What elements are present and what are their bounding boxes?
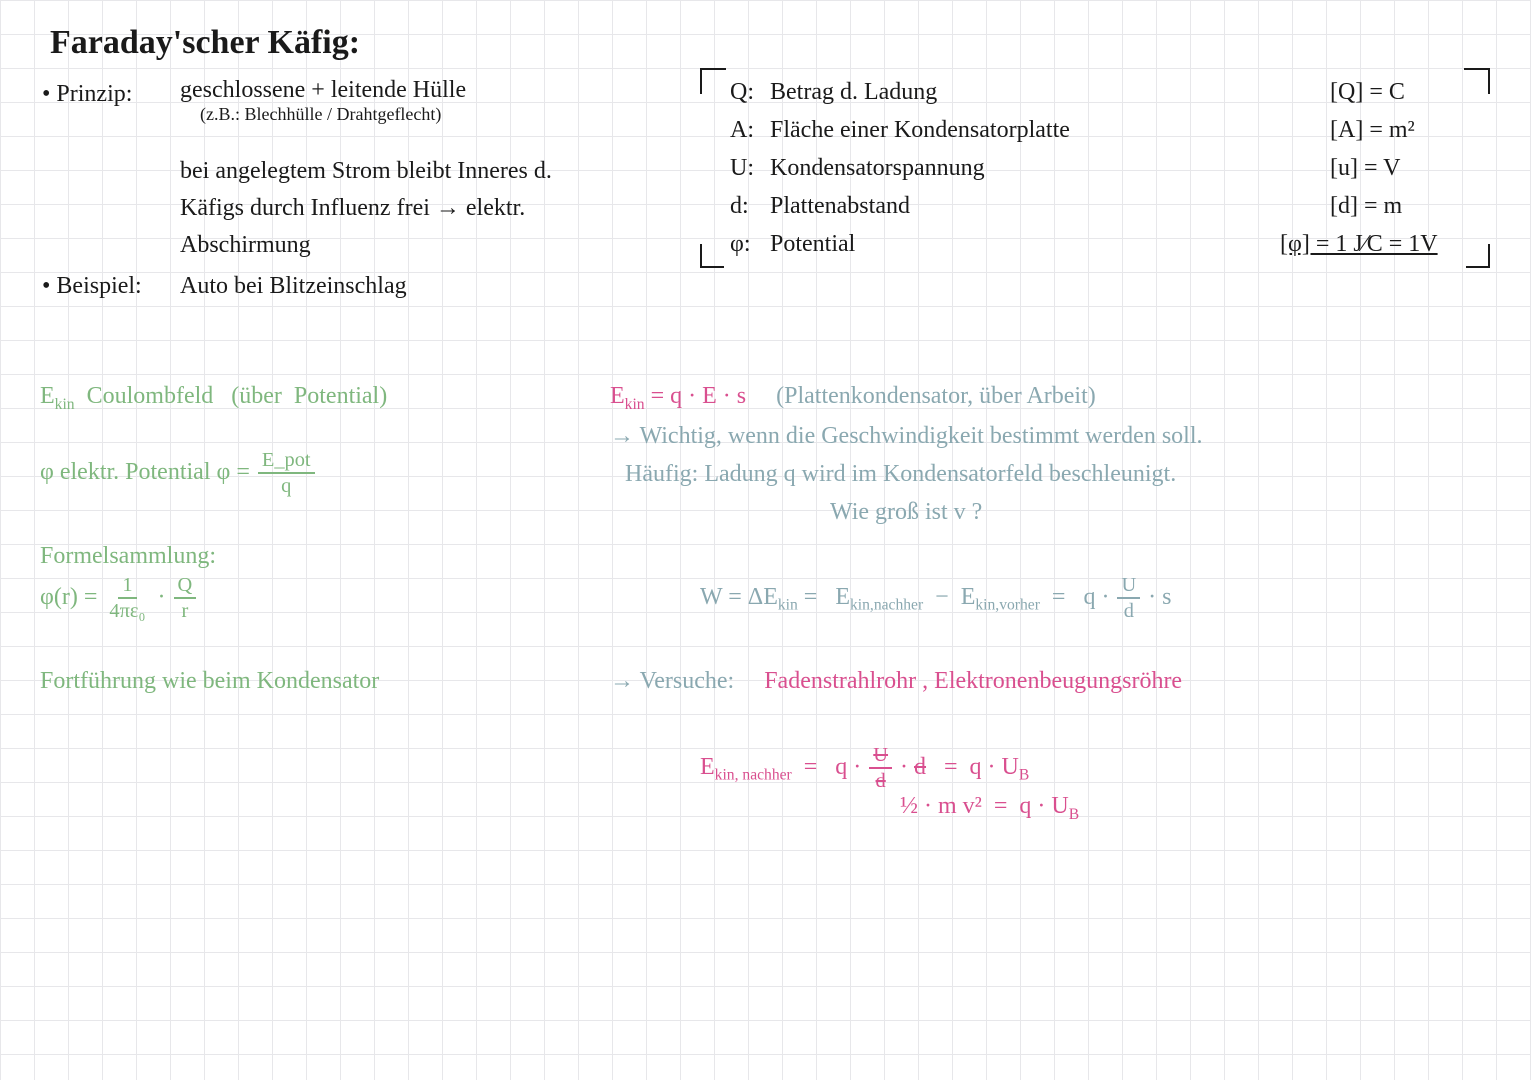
legend-sym-2: U: bbox=[730, 152, 754, 184]
green-line-1: Ekin Coulombfeld (über Potential) bbox=[40, 380, 387, 415]
num: 1 bbox=[118, 575, 136, 599]
d-strike: d bbox=[914, 754, 926, 780]
blue-line-2: Häufig: Ladung q wird im Kondensatorfeld… bbox=[625, 458, 1176, 490]
pink-final-1: Ekin, nachher = q · U d · d = q · UB bbox=[700, 745, 1029, 792]
prinzip-line-2: bei angelegtem Strom bleibt Inneres d. bbox=[180, 155, 552, 187]
green-line-2: φ elektr. Potential φ = E_pot q bbox=[40, 450, 317, 497]
legend-desc-3: Plattenabstand bbox=[770, 190, 910, 222]
fraction-u-d-2: U d bbox=[869, 745, 892, 792]
green-line-3: Formelsammlung: bbox=[40, 540, 216, 572]
fraction-u-d: U d bbox=[1117, 575, 1140, 622]
blue-line-3: Wie groß ist v ? bbox=[830, 496, 982, 528]
pink-line-1: Ekin = q · E · s (Plattenkondensator, üb… bbox=[610, 380, 1096, 415]
beispiel-text: Auto bei Blitzeinschlag bbox=[180, 270, 407, 302]
prinzip-line-1: geschlossene + leitende Hülle bbox=[180, 74, 466, 106]
prinzip-line-3: Käfigs durch Influenz frei → elektr. bbox=[180, 192, 525, 224]
legend-desc-4: Potential bbox=[770, 228, 855, 260]
den: d bbox=[1120, 599, 1138, 621]
prinzip-line-4: Abschirmung bbox=[180, 229, 311, 261]
legend-unit-3: [d] = m bbox=[1330, 190, 1402, 222]
fraction-epot-q: E_pot q bbox=[258, 450, 315, 497]
green-line-5: Fortführung wie beim Kondensator bbox=[40, 665, 379, 697]
pink-versuche: → Versuche: Fadenstrahlrohr , Elektronen… bbox=[610, 665, 1182, 697]
den: q bbox=[277, 474, 295, 496]
fraction-q-r: Q r bbox=[174, 575, 197, 622]
den: 4πε₀ bbox=[105, 599, 149, 621]
legend-desc-1: Fläche einer Kondensatorplatte bbox=[770, 114, 1070, 146]
legend-desc-0: Betrag d. Ladung bbox=[770, 76, 937, 108]
legend-unit-0: [Q] = C bbox=[1330, 76, 1405, 108]
text-a: φ(r) = bbox=[40, 584, 97, 610]
legend-sym-3: d: bbox=[730, 190, 749, 222]
pink-final-2: ½ · m v² = q · UB bbox=[900, 790, 1079, 825]
legend-sym-0: Q: bbox=[730, 76, 754, 108]
legend-desc-2: Kondensatorspannung bbox=[770, 152, 985, 184]
blue-line-4: W = ΔEkin = Ekin,nachher − Ekin,vorher =… bbox=[700, 575, 1172, 622]
num: E_pot bbox=[258, 450, 315, 474]
dot: · bbox=[158, 584, 166, 610]
num: Q bbox=[174, 575, 197, 599]
legend-unit-4: [φ] = 1 J⁄C = 1V bbox=[1280, 228, 1438, 260]
legend-unit-2: [u] = V bbox=[1330, 152, 1400, 184]
text: geschlossene + leitende Hülle bbox=[180, 77, 466, 103]
legend-sym-1: A: bbox=[730, 114, 754, 146]
legend-sym-4: φ: bbox=[730, 228, 751, 260]
fraction-1-4pie: 1 4πε₀ bbox=[105, 575, 149, 622]
beispiel-label: • Beispiel: bbox=[42, 270, 142, 302]
den: r bbox=[178, 599, 193, 621]
text: φ elektr. Potential φ = bbox=[40, 459, 250, 485]
text: Fadenstrahlrohr , Elektronenbeugungsröhr… bbox=[764, 668, 1182, 694]
legend-unit-1: [A] = m² bbox=[1330, 114, 1415, 146]
num: U bbox=[1117, 575, 1140, 599]
arrow-label: → Versuche: bbox=[610, 668, 734, 694]
den: d bbox=[872, 769, 890, 791]
prinzip-label: • Prinzip: bbox=[42, 78, 132, 110]
blue-line-1: → Wichtig, wenn die Geschwindigkeit best… bbox=[610, 420, 1203, 452]
green-line-4: φ(r) = 1 4πε₀ · Q r bbox=[40, 575, 198, 622]
tail: · s bbox=[1148, 584, 1171, 610]
num: U bbox=[869, 745, 892, 769]
prinzip-line-1b: (z.B.: Blechhülle / Drahtgeflecht) bbox=[200, 104, 441, 125]
note: (Plattenkondensator, über Arbeit) bbox=[776, 383, 1096, 409]
page-title: Faraday'scher Käfig: bbox=[50, 24, 360, 62]
formula: Ekin = q · E · s bbox=[610, 383, 746, 409]
